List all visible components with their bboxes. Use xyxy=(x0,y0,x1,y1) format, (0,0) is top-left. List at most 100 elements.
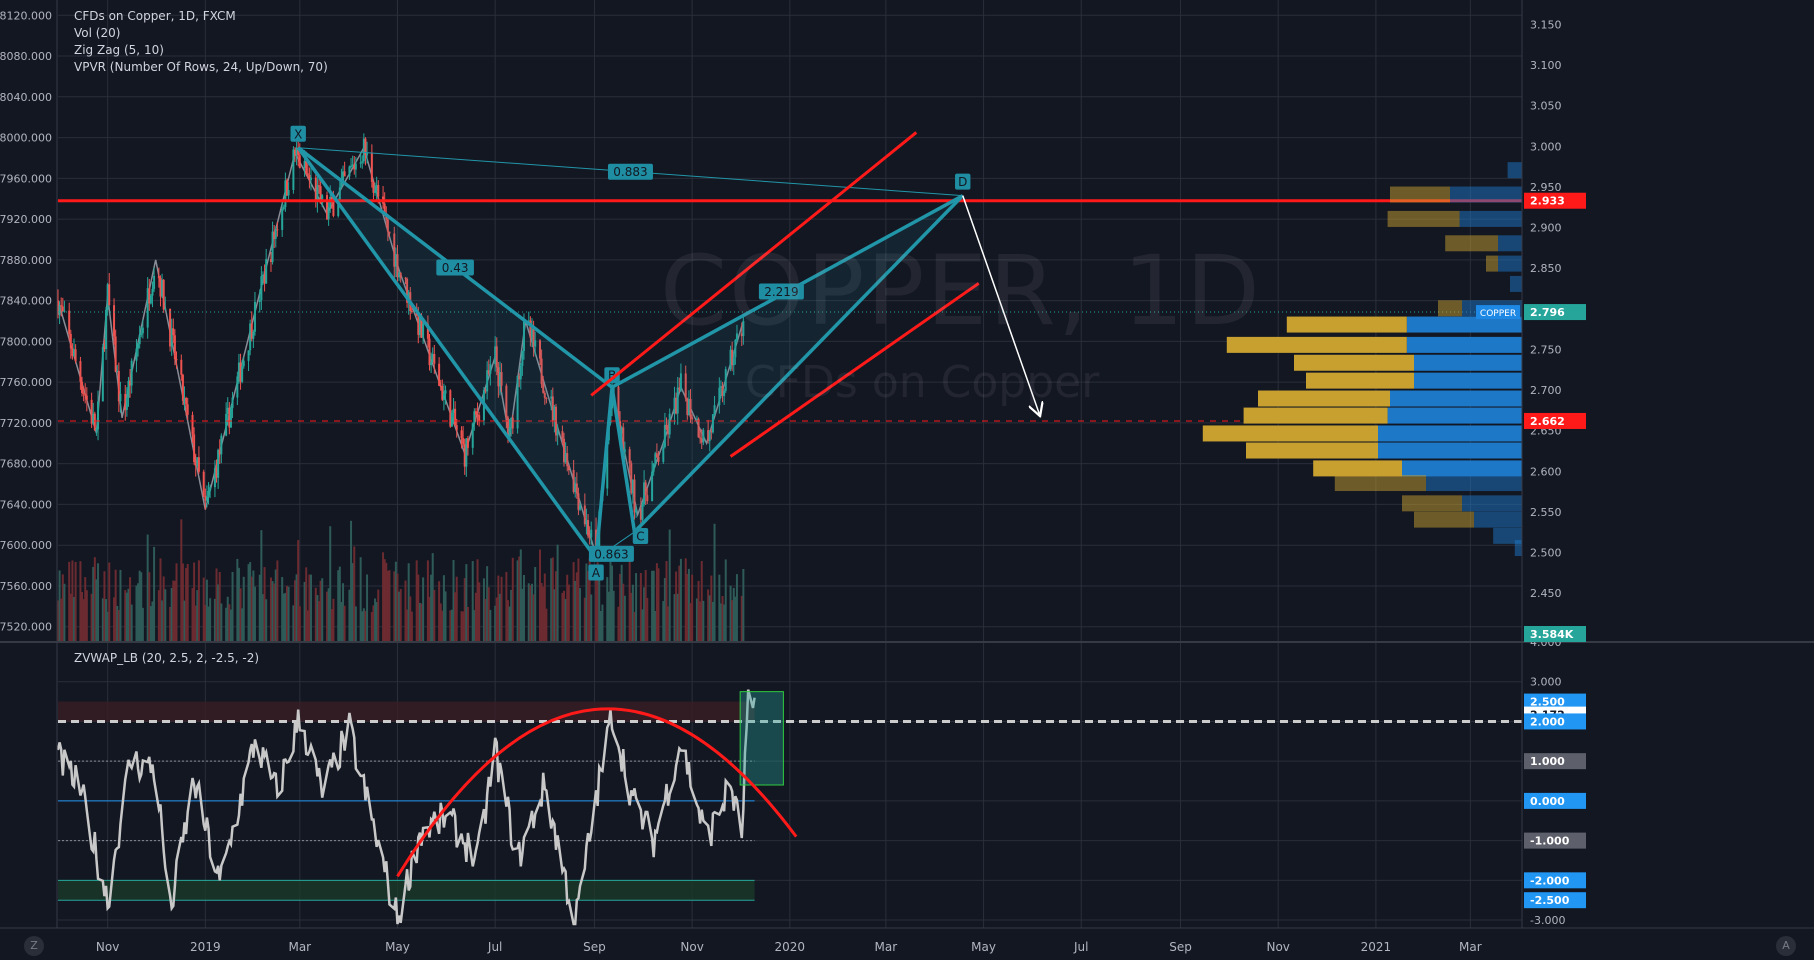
candle-body xyxy=(723,390,726,396)
volume-bar xyxy=(431,553,434,642)
candle-body xyxy=(675,397,678,414)
candle-body xyxy=(527,320,530,322)
candle-body xyxy=(106,284,109,310)
candle-body xyxy=(561,431,564,439)
candle-body xyxy=(713,405,716,415)
volume-bar xyxy=(287,586,290,642)
candle-body xyxy=(489,364,492,374)
vpvr-down-bar xyxy=(1459,210,1522,227)
pattern-point-label-bg xyxy=(588,564,604,581)
candle-body xyxy=(287,189,290,196)
volume-bar xyxy=(731,600,734,642)
volume-bar xyxy=(117,609,120,642)
candle-body xyxy=(388,231,391,234)
volume-bar xyxy=(170,587,173,642)
harmonic-pattern[interactable]: X A B C D 0.883 0.43 2.219 0.863 xyxy=(290,125,971,581)
volume-bar xyxy=(228,604,231,642)
left-axis-tick: 7560.000 xyxy=(0,580,52,593)
candle-body xyxy=(93,413,96,431)
candle-body xyxy=(721,386,724,396)
bcd-fill xyxy=(612,195,963,532)
volume-bar xyxy=(484,598,487,642)
left-axis-tick: 8120.000 xyxy=(0,9,52,22)
volume-bar xyxy=(598,566,601,642)
candle-body xyxy=(471,423,474,448)
vpvr-indicator-label[interactable]: VPVR (Number Of Rows, 24, Up/Down, 70) xyxy=(74,60,328,74)
candle-body xyxy=(505,385,508,418)
candle-body xyxy=(695,418,698,420)
left-axis-tick: 7800.000 xyxy=(0,335,52,348)
auto-scale-button[interactable]: A xyxy=(1776,936,1796,956)
pattern-ratio-label-bg xyxy=(436,259,474,276)
candle-body xyxy=(117,370,120,402)
volume-bar xyxy=(148,572,151,642)
volume-bar xyxy=(366,574,369,642)
volume-bar xyxy=(282,593,285,642)
pattern-point-label: C xyxy=(636,529,644,543)
right-axis-tick: 2.750 xyxy=(1530,343,1562,356)
volume-bar xyxy=(101,598,104,642)
volume-bar xyxy=(409,596,412,642)
volume-bar xyxy=(711,601,714,642)
horizontal-levels[interactable] xyxy=(58,199,1522,422)
time-axis-tick: May xyxy=(971,940,996,954)
candle-body xyxy=(707,430,710,442)
volume-bar xyxy=(271,581,274,642)
volume-bar xyxy=(61,574,64,642)
price-tag: 2.796 xyxy=(1530,306,1565,319)
candle-body xyxy=(366,152,369,156)
candle-body xyxy=(439,385,442,387)
volume-indicator-label[interactable]: Vol (20) xyxy=(74,26,121,40)
candle-body xyxy=(242,360,245,367)
candle-body xyxy=(654,453,657,464)
volume-bar xyxy=(654,611,657,642)
timezone-button[interactable]: Z xyxy=(24,936,44,956)
volume-bar xyxy=(361,611,364,642)
candle-body xyxy=(161,279,164,297)
candle-body xyxy=(518,375,521,380)
trend-channel[interactable] xyxy=(590,131,980,458)
candle-body xyxy=(575,483,578,494)
time-axis-tick: Jul xyxy=(487,940,502,954)
volume-bar xyxy=(205,579,208,642)
candle-body xyxy=(441,385,444,400)
oscillator-title[interactable]: ZVWAP_LB (20, 2.5, 2, -2.5, -2) xyxy=(74,651,260,665)
volume-bar xyxy=(713,523,716,642)
symbol-title[interactable]: CFDs on Copper, 1D, FXCM xyxy=(74,9,236,23)
right-axis-tick: 2.600 xyxy=(1530,465,1562,478)
volume-bar xyxy=(498,593,501,642)
volume-bar xyxy=(418,602,421,642)
right-axis-tick: 2.700 xyxy=(1530,384,1562,397)
candle-body xyxy=(719,386,722,388)
candle-body xyxy=(204,495,207,501)
volume-bar xyxy=(599,610,602,642)
candle-body xyxy=(673,397,676,414)
volume-bar xyxy=(563,590,566,642)
candle-body xyxy=(510,417,513,428)
volume-bar xyxy=(116,605,119,642)
candle-body xyxy=(284,180,287,208)
oscillator-level-tag: 2.500 xyxy=(1530,696,1565,709)
candle-body xyxy=(308,174,311,180)
candle-body xyxy=(494,346,497,365)
oscillator-axis-tick: -3.000 xyxy=(1530,914,1565,927)
volume-bar xyxy=(519,549,522,642)
candle-body xyxy=(516,375,519,429)
volume-bar xyxy=(321,578,324,642)
candle-body xyxy=(430,362,433,366)
volume-bar xyxy=(450,609,453,642)
volume-bar xyxy=(511,557,514,642)
volume-bar xyxy=(265,599,268,642)
volume-bar xyxy=(430,574,433,642)
volume-bar xyxy=(124,590,127,642)
volume-bar xyxy=(247,564,250,642)
volume-bar xyxy=(159,558,162,642)
volume-bar xyxy=(239,588,242,642)
candle-body xyxy=(213,467,216,488)
zigzag-indicator-label[interactable]: Zig Zag (5, 10) xyxy=(74,43,164,57)
volume-bar xyxy=(215,568,218,642)
volume-bar xyxy=(566,574,569,642)
vpvr-down-bar xyxy=(1507,162,1522,179)
projection-arrow[interactable] xyxy=(962,195,1040,415)
